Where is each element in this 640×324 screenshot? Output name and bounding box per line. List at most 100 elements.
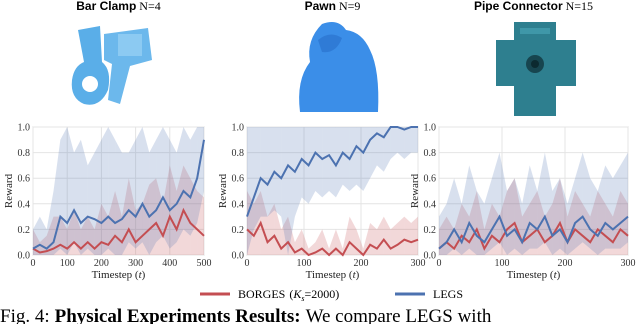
x-tick-label: 300 [621, 258, 636, 269]
x-axis-label-var: t [554, 269, 558, 281]
confidence-band [329, 127, 336, 198]
confidence-band [183, 165, 191, 255]
confidence-band [135, 127, 143, 249]
title-name: Pawn [305, 0, 336, 13]
y-tick-label: 0.6 [232, 174, 245, 185]
series-line [246, 220, 419, 257]
confidence-band [439, 216, 447, 255]
confidence-band [376, 127, 384, 172]
x-tick-label: 200 [354, 258, 369, 269]
x-tick-label: 200 [558, 258, 573, 269]
legend: BORGES (Ks=2000) LEGS [200, 287, 463, 303]
confidence-band [142, 184, 150, 255]
confidence-band [335, 127, 343, 198]
legend-name: BORGES [238, 287, 285, 301]
series-line [32, 139, 205, 250]
confidence-band [575, 152, 583, 249]
y-tick-label: 1.0 [424, 123, 437, 134]
confidence-band [356, 229, 364, 255]
caption: Fig. 4: Physical Experiments Results: We c… [0, 306, 492, 324]
confidence-band [149, 139, 157, 255]
series-line [438, 214, 629, 250]
confidence-band [274, 127, 282, 217]
confidence-band [80, 139, 88, 255]
y-tick-label: 0.8 [18, 148, 31, 159]
y-tick-label: 0.6 [18, 174, 31, 185]
confidence-band [322, 229, 330, 255]
confidence-band [349, 216, 357, 255]
y-tick-label: 0.6 [424, 174, 437, 185]
confidence-band [446, 178, 455, 255]
confidence-band [87, 152, 95, 255]
confidence-band [620, 191, 628, 255]
y-tick-label: 0.2 [424, 225, 437, 236]
confidence-band [491, 203, 500, 255]
y-tick-label: 0.4 [18, 199, 31, 210]
x-axis-label-close: ) [356, 269, 360, 281]
confidence-band [544, 203, 553, 255]
confidence-band [149, 178, 157, 255]
confidence-band [80, 216, 88, 255]
x-tick-label: 100 [495, 258, 510, 269]
confidence-band [404, 216, 412, 255]
confidence-band [108, 127, 116, 255]
y-axis-label: Reward [409, 173, 421, 208]
confidence-band [94, 203, 102, 255]
confidence-band [94, 139, 102, 255]
chart-title: Pawn N=9 [305, 0, 361, 13]
y-tick-label: 0.0 [424, 251, 437, 262]
x-tick-label: 300 [128, 258, 143, 269]
confidence-band [356, 127, 364, 191]
confidence-band [461, 165, 470, 255]
confidence-band [439, 203, 447, 255]
confidence-band [383, 127, 391, 172]
title-count: N=9 [339, 0, 360, 13]
confidence-band [620, 152, 628, 249]
confidence-band [308, 127, 316, 204]
x-axis-label-var: t [139, 269, 143, 281]
legend-note: s [301, 294, 304, 303]
x-axis-label-text: Timestep ( [92, 269, 139, 281]
y-tick-label: 0.0 [232, 251, 245, 262]
y-tick-label: 0.2 [18, 225, 31, 236]
confidence-band [121, 178, 129, 255]
confidence-band [247, 127, 254, 255]
confidence-band [397, 127, 405, 159]
confidence-band [74, 139, 81, 255]
y-tick-label: 1.0 [18, 123, 31, 134]
title-name: Pipe Connector [474, 0, 563, 13]
confidence-band [461, 203, 470, 255]
confidence-band [67, 127, 75, 255]
confidence-band [411, 127, 418, 153]
confidence-band [476, 191, 485, 255]
title-name: Bar Clamp [76, 0, 136, 13]
confidence-band [267, 127, 275, 217]
confidence-band [260, 127, 268, 217]
confidence-band [522, 203, 530, 255]
x-tick-label: 0 [31, 258, 36, 269]
pawn-image [299, 22, 379, 112]
confidence-band [484, 203, 492, 255]
confidence-band [342, 127, 350, 191]
pipe-connector-image [496, 22, 576, 116]
confidence-band [190, 127, 198, 236]
caption-text: We compare LEGS with [306, 306, 492, 324]
confidence-band [128, 139, 136, 249]
confidence-band [281, 216, 289, 255]
x-axis-label-var: t [353, 269, 357, 281]
y-tick-label: 0.2 [232, 225, 245, 236]
caption-label: Fig. 4: [0, 306, 50, 324]
confidence-band [294, 127, 302, 217]
confidence-band [476, 191, 485, 255]
x-tick-label: 100 [60, 258, 75, 269]
x-axis-label-close: ) [557, 269, 561, 281]
confidence-band [115, 191, 122, 255]
x-tick-label: 0 [245, 258, 250, 269]
confidence-band [454, 203, 462, 255]
confidence-band [101, 127, 109, 255]
confidence-band [404, 127, 412, 159]
confidence-band [322, 127, 330, 198]
x-tick-label: 0 [437, 258, 442, 269]
confidence-band [411, 216, 418, 255]
confidence-band [128, 178, 136, 255]
